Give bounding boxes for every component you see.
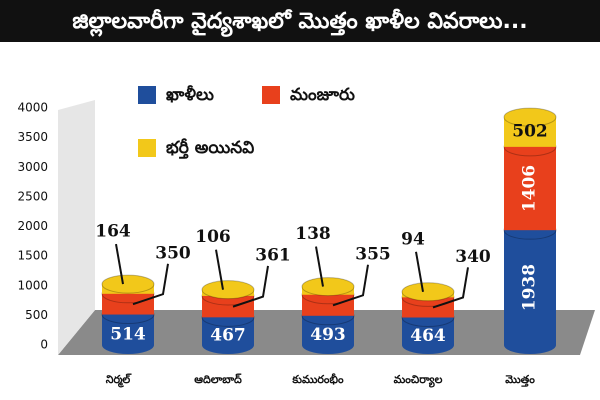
value-label: 138	[295, 224, 331, 244]
legend-swatch	[138, 86, 156, 104]
legend-label: భర్తీ అయినవి	[166, 138, 254, 159]
y-tick-label: 3000	[17, 160, 48, 174]
value-label: 502	[512, 121, 548, 141]
leader-line	[315, 246, 324, 287]
leader-line	[115, 243, 124, 285]
y-tick-label: 0	[40, 338, 48, 352]
x-tick-label: నిర్మల్	[106, 373, 133, 388]
y-tick-label: 2000	[17, 219, 48, 233]
cylinder-top	[401, 282, 455, 302]
bar-segment	[504, 146, 556, 231]
value-label: 350	[155, 243, 191, 263]
legend-swatch	[138, 139, 156, 157]
leader-line	[132, 263, 169, 306]
cylinder-top	[101, 274, 155, 294]
x-tick-label: మొత్తం	[505, 373, 535, 387]
value-label: 1406	[520, 165, 540, 212]
title-bar	[0, 0, 600, 42]
value-label: 1938	[520, 264, 540, 311]
value-label: 493	[310, 325, 346, 345]
leader-line	[415, 251, 424, 292]
legend-label: మంజూరు	[290, 85, 355, 105]
value-label: 106	[195, 227, 231, 247]
leader-line	[215, 249, 224, 290]
value-label: 514	[110, 324, 146, 344]
value-label: 164	[95, 222, 131, 242]
y-tick-label: 1000	[17, 278, 48, 292]
y-tick-label: 4000	[17, 101, 48, 115]
x-tick-label: మంచిర్యాల	[394, 373, 443, 388]
x-tick-label: కుమురంభీం	[291, 373, 344, 386]
y-tick-label: 2500	[17, 189, 48, 203]
y-tick-label: 500	[25, 308, 48, 322]
value-label: 340	[455, 247, 491, 267]
y-tick-label: 3500	[17, 130, 48, 144]
legend-label: ఖాళీలు	[166, 85, 214, 105]
cylinder-top	[201, 280, 255, 300]
leader-line	[232, 265, 269, 308]
cylinder-top	[301, 277, 355, 297]
value-label: 361	[255, 245, 291, 265]
value-label: 94	[401, 229, 425, 249]
wall	[58, 100, 95, 355]
bar-segment	[504, 230, 556, 345]
chart-title: జిల్లాలవారీగా వైద్యశాఖలో మొత్తం ఖాళీల వి…	[72, 8, 527, 37]
cylinder-top	[503, 107, 557, 127]
value-label: 464	[410, 326, 446, 346]
leader-line	[432, 267, 469, 309]
y-tick-label: 1500	[17, 249, 48, 263]
value-label: 355	[355, 244, 391, 264]
leader-line	[332, 264, 369, 307]
value-label: 467	[210, 326, 246, 346]
legend-swatch	[262, 86, 280, 104]
x-tick-label: ఆదిలాబాద్	[194, 373, 242, 386]
